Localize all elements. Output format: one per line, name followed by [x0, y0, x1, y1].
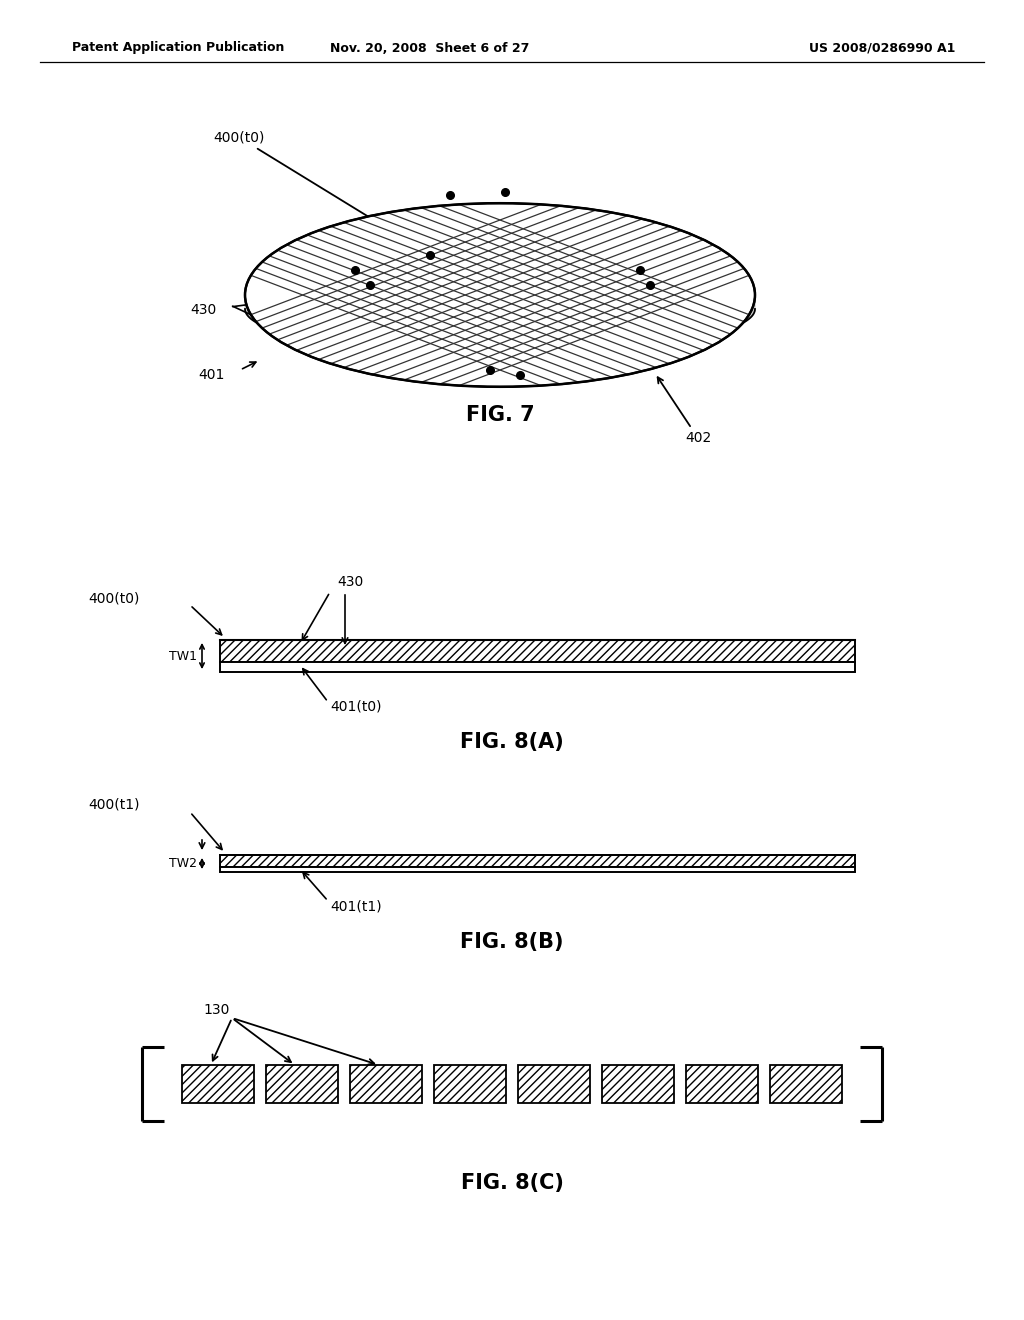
Text: 430: 430: [337, 576, 364, 589]
Bar: [220, 640, 855, 663]
Bar: [602, 1065, 674, 1104]
Bar: [434, 1065, 506, 1104]
Text: 430: 430: [190, 304, 217, 317]
Text: 130: 130: [204, 1003, 230, 1016]
Bar: [518, 1065, 590, 1104]
Text: 400(t1): 400(t1): [88, 799, 140, 812]
Text: 401: 401: [199, 368, 225, 381]
Text: FIG. 7: FIG. 7: [466, 405, 535, 425]
Bar: [220, 663, 855, 672]
Bar: [220, 855, 855, 867]
Text: 401(t1): 401(t1): [330, 900, 382, 913]
Text: FIG. 8(C): FIG. 8(C): [461, 1173, 563, 1193]
Bar: [266, 1065, 338, 1104]
Text: TW2: TW2: [169, 857, 197, 870]
Bar: [770, 1065, 842, 1104]
Text: FIG. 8(A): FIG. 8(A): [460, 733, 564, 752]
Polygon shape: [245, 294, 755, 355]
Text: Nov. 20, 2008  Sheet 6 of 27: Nov. 20, 2008 Sheet 6 of 27: [331, 41, 529, 54]
Ellipse shape: [245, 203, 755, 387]
Text: TW1: TW1: [169, 649, 197, 663]
Text: 400(t0): 400(t0): [89, 591, 140, 605]
Bar: [182, 1065, 254, 1104]
Bar: [220, 867, 855, 873]
Text: 402: 402: [657, 378, 712, 445]
Text: 401(t0): 401(t0): [330, 700, 382, 714]
Bar: [686, 1065, 758, 1104]
Text: FIG. 8(B): FIG. 8(B): [460, 932, 564, 952]
Bar: [350, 1065, 422, 1104]
Text: US 2008/0286990 A1: US 2008/0286990 A1: [809, 41, 955, 54]
Text: Patent Application Publication: Patent Application Publication: [72, 41, 285, 54]
Text: 400(t0): 400(t0): [214, 131, 445, 264]
